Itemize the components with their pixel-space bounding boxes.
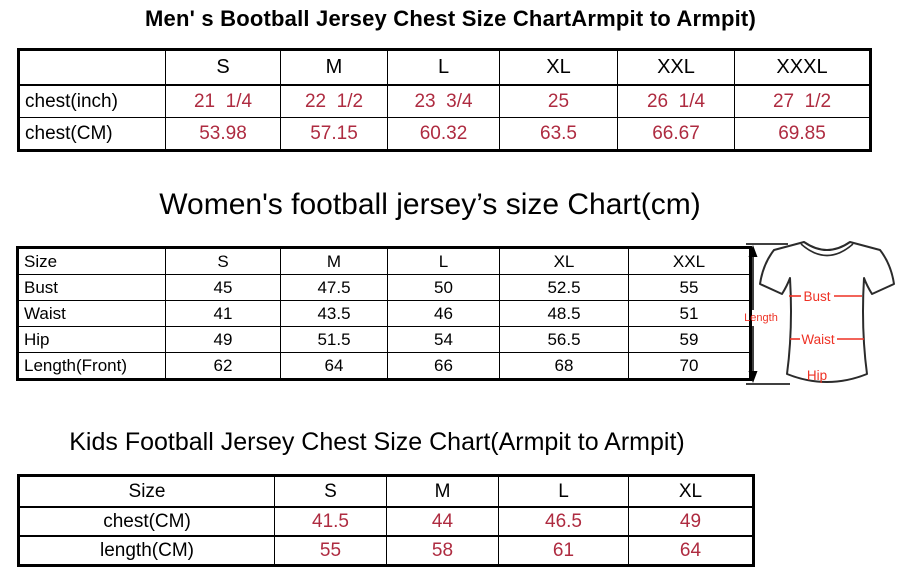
- women-row-label: Bust: [17, 274, 166, 301]
- men-size-table-body: chest(inch) 21 1/4 22 1/2 23 3/4 25 26 1/4 27 …: [18, 84, 871, 151]
- men-value-cell: 53.98: [165, 117, 281, 151]
- kids-row-label: length(CM): [18, 535, 275, 566]
- women-size-table-body: Bust 45 47.5 50 52.5 55 Waist 41 43.5 46 48.5 51 Hip…: [17, 274, 751, 380]
- hip-label: Hip: [807, 368, 827, 383]
- men-value-cell: 57.15: [280, 117, 388, 151]
- women-col-header-M: M: [280, 247, 388, 275]
- women-value-cell: 43.5: [280, 300, 388, 327]
- women-col-header-XL: XL: [499, 247, 629, 275]
- men-col-header-XXXL: XXXL: [734, 49, 871, 86]
- kids-value-cell: 44: [386, 506, 499, 537]
- women-row-Bust: Bust 45 47.5 50 52.5 55: [17, 274, 751, 301]
- kids-size-table: Size S M L XL chest(CM) 41.5 44 46.5 49 length(CM…: [17, 474, 755, 567]
- men-col-header-L: L: [387, 49, 500, 86]
- women-chart-title: Women's football jersey’s size Chart(cm): [159, 188, 701, 221]
- men-chart-title: Men' s Bootball Jersey Chest Size ChartA…: [145, 6, 756, 31]
- kids-col-header-L: L: [498, 475, 629, 508]
- men-value-cell: 22 1/2: [280, 84, 388, 118]
- women-col-header-Size: Size: [17, 247, 166, 275]
- men-value-cell: 25: [499, 84, 618, 118]
- kids-value-cell: 46.5: [498, 506, 629, 537]
- kids-row-chest(CM): chest(CM) 41.5 44 46.5 49: [18, 506, 754, 537]
- kids-row-length(CM): length(CM) 55 58 61 64: [18, 535, 754, 566]
- women-row-Waist: Waist 41 43.5 46 48.5 51: [17, 300, 751, 327]
- women-size-table-header: Size S M L XL XXL: [17, 247, 751, 275]
- kids-row-label: chest(CM): [18, 506, 275, 537]
- women-value-cell: 48.5: [499, 300, 629, 327]
- tshirt-outline-icon: [759, 241, 895, 383]
- women-row-Length(Front): Length(Front) 62 64 66 68 70: [17, 352, 751, 380]
- waist-label: Waist: [801, 332, 834, 347]
- kids-size-table-body: chest(CM) 41.5 44 46.5 49 length(CM) 55 58 61 64: [18, 506, 754, 566]
- women-value-cell: 47.5: [280, 274, 388, 301]
- length-arrowhead-down-icon: [748, 371, 758, 383]
- men-value-cell: 60.32: [387, 117, 500, 151]
- men-header-row: S M L XL XXL XXXL: [18, 49, 871, 86]
- women-row-label: Hip: [17, 326, 166, 353]
- kids-col-header-S: S: [274, 475, 387, 508]
- men-row-label: chest(inch): [18, 84, 166, 118]
- women-value-cell: 41: [165, 300, 281, 327]
- women-value-cell: 45: [165, 274, 281, 301]
- women-row-Hip: Hip 49 51.5 54 56.5 59: [17, 326, 751, 353]
- men-value-cell: 21 1/4: [165, 84, 281, 118]
- women-value-cell: 49: [165, 326, 281, 353]
- women-value-cell: 46: [387, 300, 500, 327]
- kids-header-row: Size S M L XL: [18, 475, 754, 508]
- women-value-cell: 68: [499, 352, 629, 380]
- men-row-chest(inch): chest(inch) 21 1/4 22 1/2 23 3/4 25 26 1/4 27 …: [18, 84, 871, 118]
- women-col-header-XXL: XXL: [628, 247, 751, 275]
- length-label: Length: [744, 312, 778, 324]
- men-size-table: S M L XL XXL XXXL chest(inch) 21 1/4 22 1/2 23 3…: [17, 48, 872, 152]
- women-value-cell: 59: [628, 326, 751, 353]
- men-value-cell: 63.5: [499, 117, 618, 151]
- men-col-header-XL: XL: [499, 49, 618, 86]
- kids-size-table-header: Size S M L XL: [18, 475, 754, 508]
- women-value-cell: 56.5: [499, 326, 629, 353]
- women-value-cell: 62: [165, 352, 281, 380]
- men-col-header-S: S: [165, 49, 281, 86]
- women-row-label: Length(Front): [17, 352, 166, 380]
- kids-col-header-Size: Size: [18, 475, 275, 508]
- length-arrowhead-up-icon: [748, 245, 758, 257]
- women-value-cell: 70: [628, 352, 751, 380]
- kids-col-header-M: M: [386, 475, 499, 508]
- men-value-cell: 27 1/2: [734, 84, 871, 118]
- kids-value-cell: 49: [628, 506, 754, 537]
- men-size-table-header: S M L XL XXL XXXL: [18, 49, 871, 86]
- women-col-header-S: S: [165, 247, 281, 275]
- women-col-header-L: L: [387, 247, 500, 275]
- kids-value-cell: 64: [628, 535, 754, 566]
- kids-value-cell: 41.5: [274, 506, 387, 537]
- women-size-table: Size S M L XL XXL Bust 45 47.5 50 52.5 55 Waist 41 43…: [16, 246, 752, 381]
- women-value-cell: 66: [387, 352, 500, 380]
- kids-value-cell: 55: [274, 535, 387, 566]
- women-value-cell: 51.5: [280, 326, 388, 353]
- women-value-cell: 55: [628, 274, 751, 301]
- men-value-cell: 66.67: [617, 117, 735, 151]
- tshirt-collar-icon: [800, 243, 854, 257]
- men-value-cell: 23 3/4: [387, 84, 500, 118]
- women-value-cell: 52.5: [499, 274, 629, 301]
- kids-col-header-XL: XL: [628, 475, 754, 508]
- kids-value-cell: 58: [386, 535, 499, 566]
- men-col-header-blank: [18, 49, 166, 86]
- bust-label: Bust: [803, 289, 830, 304]
- women-value-cell: 51: [628, 300, 751, 327]
- women-value-cell: 50: [387, 274, 500, 301]
- kids-chart-title: Kids Football Jersey Chest Size Chart(Ar…: [69, 428, 685, 456]
- men-col-header-M: M: [280, 49, 388, 86]
- men-row-label: chest(CM): [18, 117, 166, 151]
- men-col-header-XXL: XXL: [617, 49, 735, 86]
- men-value-cell: 69.85: [734, 117, 871, 151]
- women-value-cell: 54: [387, 326, 500, 353]
- kids-value-cell: 61: [498, 535, 629, 566]
- jersey-measurement-diagram: Bust Waist Hip Length: [744, 241, 895, 385]
- women-row-label: Waist: [17, 300, 166, 327]
- women-value-cell: 64: [280, 352, 388, 380]
- men-value-cell: 26 1/4: [617, 84, 735, 118]
- men-row-chest(CM): chest(CM) 53.98 57.15 60.32 63.5 66.67 69.85: [18, 117, 871, 151]
- women-header-row: Size S M L XL XXL: [17, 247, 751, 275]
